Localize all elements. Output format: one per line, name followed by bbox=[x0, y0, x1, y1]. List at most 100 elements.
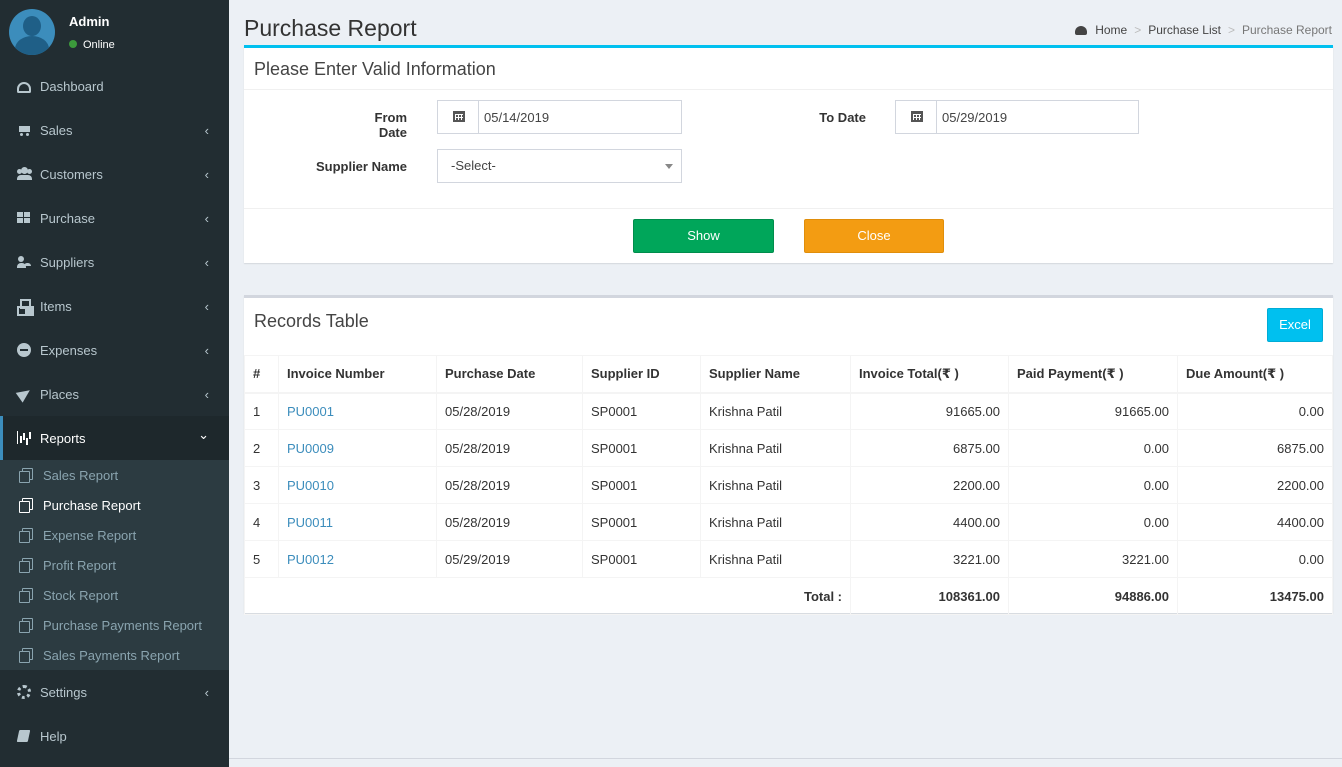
sidebar: Admin Online Dashboard Sales ‹ Customers… bbox=[0, 0, 229, 767]
copy-icon bbox=[19, 648, 33, 663]
sidebar-item-help[interactable]: Help bbox=[0, 714, 229, 758]
submenu-item-label: Purchase Report bbox=[43, 497, 141, 513]
purchase-date-cell: 05/28/2019 bbox=[436, 392, 583, 430]
invoice-link[interactable]: PU0010 bbox=[287, 477, 334, 493]
submenu-item-profit-report[interactable]: Profit Report bbox=[0, 550, 229, 580]
paper-plane-icon bbox=[17, 387, 31, 401]
breadcrumb-purchase-list[interactable]: Purchase List bbox=[1148, 23, 1221, 37]
from-date-addon[interactable] bbox=[438, 101, 479, 133]
main-content: Purchase Report Home > Purchase List > P… bbox=[229, 0, 1342, 767]
invoice-link[interactable]: PU0012 bbox=[287, 551, 334, 567]
submenu-item-expense-report[interactable]: Expense Report bbox=[0, 520, 229, 550]
invoice-number-cell: PU0011 bbox=[278, 503, 437, 541]
submenu-item-label: Sales Report bbox=[43, 467, 119, 483]
gears-icon bbox=[17, 685, 31, 699]
sidebar-item-expenses[interactable]: Expenses ‹ bbox=[0, 328, 229, 372]
sidebar-item-reports[interactable]: Reports ⌄ bbox=[0, 416, 229, 460]
sidebar-item-label: Expenses bbox=[40, 342, 98, 358]
sidebar-item-label: Purchase bbox=[40, 210, 95, 226]
grid-icon bbox=[17, 211, 31, 225]
purchase-date-cell: 05/28/2019 bbox=[436, 466, 583, 504]
cubes-icon bbox=[17, 299, 31, 316]
breadcrumb-separator: > bbox=[1134, 23, 1142, 37]
page-title: Purchase Report bbox=[244, 15, 417, 41]
breadcrumb-home[interactable]: Home bbox=[1095, 23, 1128, 37]
sidebar-item-purchase[interactable]: Purchase ‹ bbox=[0, 196, 229, 240]
calendar-icon bbox=[453, 111, 465, 122]
row-index: 1 bbox=[244, 392, 279, 430]
supplier-name-cell: Krishna Patil bbox=[700, 540, 851, 578]
user-panel: Admin Online bbox=[0, 0, 229, 64]
sidebar-item-settings[interactable]: Settings ‹ bbox=[0, 670, 229, 714]
records-table: # Invoice Number Purchase Date Supplier … bbox=[244, 355, 1333, 615]
column-header: Supplier Name bbox=[700, 355, 851, 394]
chevron-left-icon: ‹ bbox=[204, 343, 209, 358]
to-date-group bbox=[895, 100, 1139, 134]
purchase-date-cell: 05/28/2019 bbox=[436, 429, 583, 467]
submenu-item-purchase-report[interactable]: Purchase Report bbox=[0, 490, 229, 520]
copy-icon bbox=[19, 498, 33, 513]
breadcrumb-current: Purchase Report bbox=[1241, 23, 1332, 37]
supplier-id-cell: SP0001 bbox=[582, 392, 701, 430]
to-date-addon[interactable] bbox=[896, 101, 937, 133]
submenu-item-sales-report[interactable]: Sales Report bbox=[0, 460, 229, 490]
due-amount-cell: 2200.00 bbox=[1177, 466, 1333, 504]
chevron-left-icon: ‹ bbox=[204, 167, 209, 182]
submenu-item-label: Stock Report bbox=[43, 587, 119, 603]
from-date-input[interactable] bbox=[479, 101, 679, 133]
chevron-left-icon: ‹ bbox=[204, 387, 209, 402]
sidebar-item-dashboard[interactable]: Dashboard bbox=[0, 64, 229, 108]
user-plus-icon bbox=[17, 255, 31, 269]
close-button[interactable]: Close bbox=[804, 219, 944, 253]
table-header-row: # Invoice Number Purchase Date Supplier … bbox=[244, 355, 1333, 394]
submenu-item-purchase-payments-report[interactable]: Purchase Payments Report bbox=[0, 610, 229, 640]
breadcrumb-separator: > bbox=[1227, 23, 1235, 37]
supplier-select[interactable]: -Select- bbox=[437, 149, 682, 183]
sidebar-item-sales[interactable]: Sales ‹ bbox=[0, 108, 229, 152]
supplier-id-cell: SP0001 bbox=[582, 540, 701, 578]
table-row: 5 PU0012 05/29/2019 SP0001 Krishna Patil… bbox=[244, 540, 1333, 578]
excel-button[interactable]: Excel bbox=[1267, 308, 1323, 342]
sidebar-item-places[interactable]: Places ‹ bbox=[0, 372, 229, 416]
column-header: Invoice Number bbox=[278, 355, 437, 394]
table-row: 4 PU0011 05/28/2019 SP0001 Krishna Patil… bbox=[244, 503, 1333, 541]
invoice-link[interactable]: PU0009 bbox=[287, 440, 334, 456]
row-index: 5 bbox=[244, 540, 279, 578]
paid-payment-cell: 3221.00 bbox=[1008, 540, 1178, 578]
table-row: 2 PU0009 05/28/2019 SP0001 Krishna Patil… bbox=[244, 429, 1333, 467]
footer-divider bbox=[229, 758, 1342, 759]
due-amount-sum: 13475.00 bbox=[1177, 577, 1333, 615]
sidebar-item-items[interactable]: Items ‹ bbox=[0, 284, 229, 328]
sidebar-item-label: Items bbox=[40, 298, 72, 314]
paid-payment-cell: 0.00 bbox=[1008, 429, 1178, 467]
due-amount-cell: 4400.00 bbox=[1177, 503, 1333, 541]
sidebar-item-label: Settings bbox=[40, 684, 87, 700]
sidebar-item-customers[interactable]: Customers ‹ bbox=[0, 152, 229, 196]
minus-circle-icon bbox=[17, 343, 31, 357]
supplier-id-cell: SP0001 bbox=[582, 503, 701, 541]
due-amount-cell: 6875.00 bbox=[1177, 429, 1333, 467]
show-button[interactable]: Show bbox=[633, 219, 774, 253]
sidebar-item-suppliers[interactable]: Suppliers ‹ bbox=[0, 240, 229, 284]
paid-payment-cell: 0.00 bbox=[1008, 503, 1178, 541]
invoice-link[interactable]: PU0011 bbox=[287, 514, 334, 530]
supplier-id-cell: SP0001 bbox=[582, 429, 701, 467]
submenu-item-stock-report[interactable]: Stock Report bbox=[0, 580, 229, 610]
sidebar-item-label: Places bbox=[40, 386, 80, 402]
table-row: 1 PU0001 05/28/2019 SP0001 Krishna Patil… bbox=[244, 392, 1333, 430]
caret-down-icon bbox=[665, 164, 673, 169]
chevron-left-icon: ‹ bbox=[204, 685, 209, 700]
breadcrumb: Home > Purchase List > Purchase Report bbox=[1075, 23, 1332, 37]
chevron-left-icon: ‹ bbox=[204, 255, 209, 270]
to-date-input[interactable] bbox=[937, 101, 1137, 133]
cart-icon bbox=[17, 123, 31, 137]
submenu-item-sales-payments-report[interactable]: Sales Payments Report bbox=[0, 640, 229, 670]
bar-chart-icon bbox=[17, 431, 31, 445]
column-header: Invoice Total(₹ ) bbox=[850, 355, 1009, 394]
invoice-link[interactable]: PU0001 bbox=[287, 403, 334, 419]
supplier-name-cell: Krishna Patil bbox=[700, 429, 851, 467]
dashboard-icon bbox=[17, 81, 31, 93]
from-date-label: From Date bbox=[374, 110, 408, 140]
column-header: Purchase Date bbox=[436, 355, 583, 394]
row-index: 3 bbox=[244, 466, 279, 504]
